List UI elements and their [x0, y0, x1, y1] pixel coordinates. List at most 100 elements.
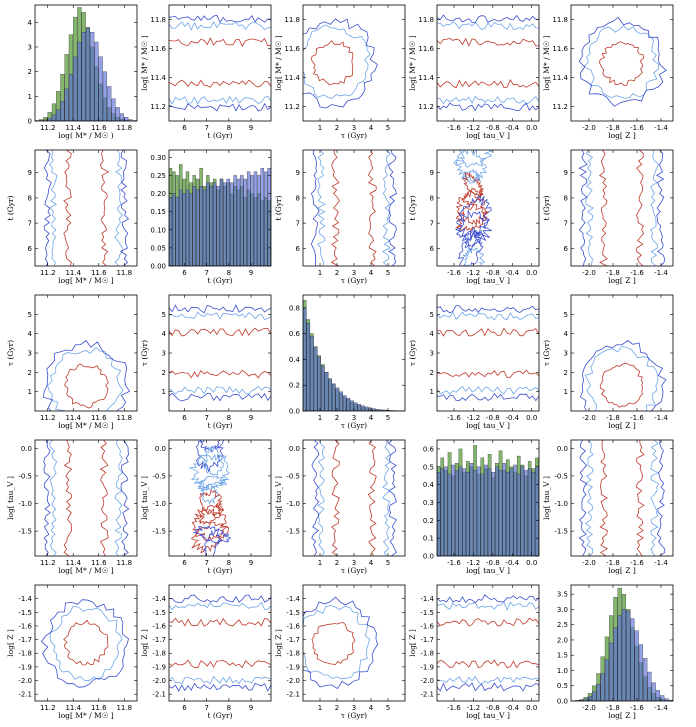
y-tick-label: 11.2 [284, 103, 300, 111]
y-tick-label: -1.9 [420, 663, 434, 671]
y-tick-label: -0.5 [152, 472, 166, 480]
y-tick-label: -1.4 [286, 595, 300, 603]
contour-middle [169, 21, 271, 31]
y-tick-label: 11.8 [418, 16, 434, 24]
hist-bar-blue [506, 471, 510, 556]
contour-outer [578, 150, 588, 266]
contour-middle [453, 150, 494, 168]
contour-middle [303, 604, 371, 680]
x-tick-label: 0.0 [526, 269, 537, 277]
panel-logM-t: 11.2 11.4 11.6 11.8 6 7 8 9 log[ M* / M☉ ] t (Gyr… [6, 149, 138, 285]
x-tick-label: 4 [369, 704, 374, 712]
hist-bar-blue [313, 347, 318, 411]
x-tick-label: 11.2 [40, 124, 56, 132]
panel-t-logM: 6 7 8 9 11.2 11.4 11.6 11.8 t (Gyr) log[ M* / M☉ … [140, 4, 272, 140]
x-tick-label: 5 [386, 124, 390, 132]
y-tick-label: 0.0 [155, 445, 166, 453]
contour-outer [311, 440, 320, 556]
x-tick-label: -0.8 [486, 124, 500, 132]
y-tick-label: -1.7 [152, 636, 166, 644]
contour-inner [63, 150, 72, 266]
x-tick-label: 5 [386, 704, 390, 712]
x-tick-label: -0.8 [486, 414, 500, 422]
x-tick-label: 8 [227, 414, 231, 422]
x-tick-label: -1.6 [447, 269, 461, 277]
x-tick-label: 7 [204, 414, 208, 422]
axes-frame [570, 584, 674, 702]
contour-middle [437, 385, 539, 395]
y-tick-label: 11.4 [418, 74, 434, 82]
y-axis-label: log[ tau_V ] [140, 476, 149, 520]
hist-bar-blue [240, 175, 244, 266]
plot-area [43, 150, 130, 266]
hist-bar-blue [264, 171, 268, 266]
hist-bar-blue [498, 470, 503, 556]
y-tick-label: -1.6 [420, 622, 434, 630]
hist-bar-blue [64, 88, 69, 121]
y-tick-label: -1.5 [18, 609, 32, 617]
y-tick-label: 0 [28, 118, 32, 126]
contour-inner [191, 507, 230, 542]
x-tick-label: -1.6 [630, 414, 644, 422]
contour-middle [382, 440, 392, 556]
panel-tau-tau: 1 2 3 4 5 0.0 0.2 0.4 0.6 0.8 τ (Gyr) [289, 294, 406, 430]
hist-bar-green [51, 103, 56, 121]
y-tick-label: 6 [564, 245, 569, 253]
x-tick-label: -1.6 [447, 124, 461, 132]
y-tick-label: -1.7 [18, 636, 32, 644]
hist-bar-blue [47, 117, 52, 121]
panel-tau-logM: 1 2 3 4 5 11.2 11.4 11.6 11.8 τ (Gyr) log[ M* / M☉… [274, 4, 406, 140]
contour-inner [169, 79, 271, 88]
y-axis-label: log[ Z ] [274, 629, 283, 657]
contour-inner [463, 172, 484, 197]
x-axis-label: t (Gyr) [207, 131, 232, 140]
y-tick-label: 4 [28, 330, 33, 338]
y-tick-label: -1.8 [420, 650, 434, 658]
y-axis-label: log[ tau_V ] [6, 476, 15, 520]
plot-area [578, 150, 666, 266]
hist-bar-blue [199, 186, 203, 266]
panel-logZ-logZ: -2.0 -1.8 -1.6 -1.4 0.0 0.5 1.0 1.5 2.0 2.5 3.0 3.5… [557, 584, 674, 720]
y-tick-label: 2 [28, 68, 32, 76]
axes-frame [168, 439, 272, 557]
axes-frame [34, 294, 138, 412]
y-tick-label: 1 [564, 388, 568, 396]
hist-bar-blue [469, 463, 474, 556]
y-tick-label: 3.5 [557, 591, 568, 599]
hist-bar-blue [102, 71, 107, 121]
y-tick-label: 8 [430, 194, 434, 202]
panel-t-logtauV: 6 7 8 9 -1.5 -1.0 -0.5 0.0 t (Gyr) log[ tau_V ] [140, 439, 272, 575]
hist-bar-blue [350, 400, 354, 411]
hist-bar-blue [182, 193, 186, 266]
contour-outer [199, 440, 220, 453]
x-tick-label: 11.8 [116, 559, 132, 567]
x-tick-label: 11.4 [65, 124, 81, 132]
y-tick-label: 11.6 [552, 45, 568, 53]
hist-bar-blue [85, 28, 90, 121]
contour-outer [454, 210, 492, 247]
hist-bar-blue [94, 41, 99, 121]
contour-outer [303, 596, 379, 690]
panel-logM-logM: 11.2 11.4 11.6 11.8 0 1 2 3 4 log( M* / M☉ ) [28, 4, 138, 140]
y-tick-label: -1.6 [152, 622, 166, 630]
y-axis-label: τ (Gyr) [140, 340, 149, 366]
x-axis-label: t (Gyr) [207, 711, 232, 720]
y-tick-label: -1.9 [286, 663, 300, 671]
x-tick-label: 11.6 [91, 269, 107, 277]
hist-bar-blue [476, 466, 481, 556]
axes-frame [168, 4, 272, 122]
x-tick-label: 5 [386, 559, 390, 567]
axes-frame [570, 294, 674, 412]
x-tick-label: 11.6 [91, 704, 107, 712]
contour-outer [437, 102, 539, 112]
contour-middle [584, 440, 594, 556]
plot-area [188, 440, 231, 556]
x-tick-label: 3 [352, 704, 356, 712]
plot-area [437, 305, 539, 402]
x-axis-label: log[ M* / M☉ ] [58, 566, 114, 575]
hist-bar-blue [250, 175, 254, 266]
hist-bar-blue [219, 178, 224, 266]
axes-frame [436, 439, 540, 557]
contour-middle [585, 150, 595, 266]
hist-bar-blue [604, 659, 609, 701]
